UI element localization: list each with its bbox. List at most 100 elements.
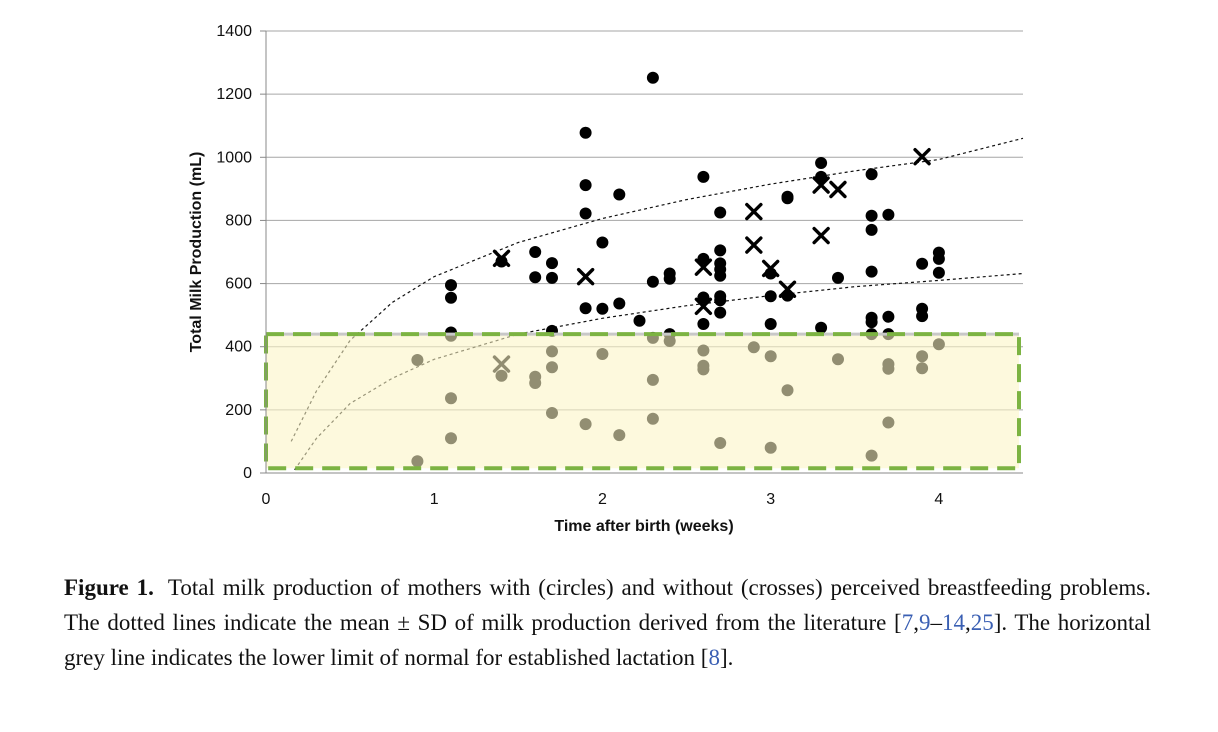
citation-link-14[interactable]: 14 <box>941 610 965 635</box>
citation-link-25[interactable]: 25 <box>970 610 994 635</box>
circle-point <box>697 170 710 183</box>
cross-point <box>576 267 595 286</box>
caption-separator: , <box>913 610 919 635</box>
circle-point <box>764 318 777 330</box>
citation-link-9[interactable]: 9 <box>918 610 931 635</box>
circle-point <box>882 310 895 323</box>
cross-point <box>829 180 847 199</box>
cross-point <box>745 202 763 221</box>
cross-point <box>694 297 713 316</box>
citation-link-7[interactable]: 7 <box>901 610 914 635</box>
cross-point <box>745 236 763 254</box>
cross-point <box>761 259 780 278</box>
axes <box>260 30 1023 474</box>
caption-separator: , <box>964 610 971 635</box>
circle-point <box>663 272 676 285</box>
circle-point <box>579 207 592 220</box>
circle-point <box>546 271 558 284</box>
circle-point <box>646 71 659 84</box>
circle-point <box>865 168 878 181</box>
figure-caption: Figure 1. Total milk production of mother… <box>64 570 1151 675</box>
circle-point <box>579 179 592 192</box>
circle-point <box>579 126 592 139</box>
circle-point <box>646 275 659 288</box>
circle-point <box>916 310 929 323</box>
citation-link-8[interactable]: 8 <box>708 645 720 670</box>
circle-point <box>781 192 794 205</box>
circle-point <box>865 265 878 278</box>
cross-point <box>913 147 931 166</box>
caption-text-2: ]. The horizontal grey line indicates th… <box>64 610 1151 670</box>
circle-point <box>633 314 646 327</box>
cross-stroke <box>812 226 830 245</box>
scatter-chart: 0 200 400 600 800 1000 1200 1400 0 1 2 3 4 Time afte… <box>188 23 1024 535</box>
circle-point <box>764 290 777 303</box>
y-tick-label: 1200 <box>216 86 252 103</box>
circle-point <box>529 246 542 258</box>
cross-point <box>778 280 797 298</box>
circle-point <box>714 294 727 307</box>
cross-stroke <box>576 267 595 286</box>
y-tick-label: 1000 <box>216 149 252 166</box>
circle-point <box>865 316 878 329</box>
circle-point <box>613 297 626 310</box>
circle-point <box>697 318 710 330</box>
circle-point <box>932 252 945 265</box>
circle-point <box>932 266 945 279</box>
cross-stroke <box>745 202 763 221</box>
circle-point <box>579 302 592 315</box>
circle-point <box>529 271 542 284</box>
circle-point <box>546 257 558 270</box>
caption-text-3: ]. <box>719 645 734 670</box>
circle-point <box>714 269 727 282</box>
circle-point <box>865 209 878 222</box>
low-production-region <box>264 332 1021 471</box>
y-tick-label: 0 <box>243 465 252 482</box>
circle-point <box>832 271 844 284</box>
cross-point <box>812 226 830 245</box>
circle-point <box>916 257 929 270</box>
x-tick-label: 1 <box>430 491 439 508</box>
cross-stroke <box>694 297 713 316</box>
circle-point <box>815 157 828 169</box>
x-tick-label: 2 <box>598 491 607 508</box>
x-tick-label: 3 <box>766 491 775 508</box>
cross-stroke <box>745 236 763 254</box>
cross-stroke <box>913 147 931 166</box>
circle-point <box>613 188 626 201</box>
circle-point <box>865 223 878 236</box>
circle-point <box>445 291 457 304</box>
cross-stroke <box>812 176 830 194</box>
circle-point <box>714 206 727 219</box>
circle-point <box>445 279 457 292</box>
caption-separator: – <box>930 610 942 635</box>
circle-point <box>495 255 508 268</box>
y-axis-label: Total Milk Production (mL) <box>188 152 205 353</box>
circle-point <box>596 302 609 315</box>
cross-stroke <box>761 259 780 278</box>
circle-point <box>714 244 727 257</box>
cross-point <box>812 176 830 194</box>
circle-point <box>714 306 727 319</box>
cross-point <box>694 258 713 276</box>
y-tick-label: 600 <box>225 276 252 293</box>
y-tick-label: 200 <box>225 402 252 419</box>
cross-stroke <box>492 249 511 268</box>
x-axis-label: Time after birth (weeks) <box>554 518 733 535</box>
region-fill <box>266 334 1019 469</box>
cross-stroke <box>694 258 713 276</box>
cross-stroke <box>778 280 797 298</box>
tick-labels: 0 200 400 600 800 1000 1200 1400 0 1 2 3 4 <box>216 23 943 508</box>
figure-label: Figure 1. <box>64 575 154 600</box>
x-tick-label: 4 <box>934 491 943 508</box>
cross-point <box>492 249 511 268</box>
circle-point <box>697 291 710 304</box>
cross-stroke <box>829 180 847 199</box>
circle-point <box>596 236 609 249</box>
y-tick-label: 1400 <box>216 23 252 40</box>
circle-point <box>815 321 828 334</box>
x-tick-label: 0 <box>262 491 271 508</box>
y-tick-label: 800 <box>225 212 252 229</box>
caption-text-1: Total milk production of mothers with (c… <box>64 575 1151 635</box>
y-tick-label: 400 <box>225 339 252 356</box>
